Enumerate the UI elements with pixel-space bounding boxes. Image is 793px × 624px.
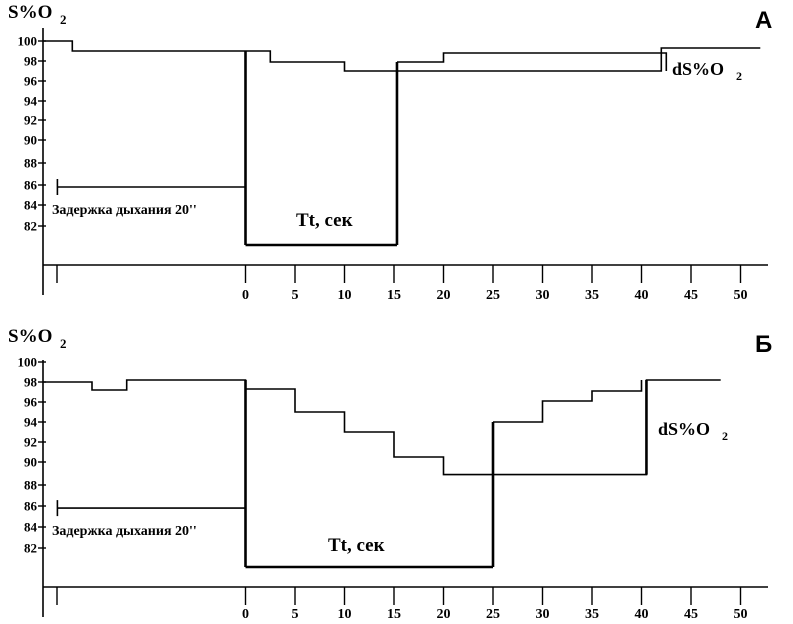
y-tick-label: 98 xyxy=(24,54,38,69)
panel-letter: А xyxy=(755,7,772,34)
y-tick-label: 82 xyxy=(24,219,37,234)
y-tick-label: 92 xyxy=(24,435,37,450)
y-tick-label: 86 xyxy=(24,178,38,193)
x-tick-label: 40 xyxy=(635,607,649,622)
x-tick-label: 30 xyxy=(536,288,550,303)
x-tick-label: 5 xyxy=(292,288,299,303)
y-tick-label: 92 xyxy=(24,113,37,128)
x-tick-label: 0 xyxy=(242,288,249,303)
y-tick-label: 90 xyxy=(24,133,37,148)
x-axis-label: Tt, сек xyxy=(328,535,385,556)
x-tick-label: 15 xyxy=(387,288,401,303)
delta-label: dS%O xyxy=(672,59,724,79)
delta-label: dS%O xyxy=(658,419,710,439)
y-tick-label: 82 xyxy=(24,541,37,556)
y-tick-label: 86 xyxy=(24,499,38,514)
delta-label-subscript: 2 xyxy=(722,429,728,443)
y-axis-label: S%O xyxy=(8,326,52,347)
y-tick-label: 94 xyxy=(24,415,38,430)
x-tick-label: 45 xyxy=(684,607,698,622)
y-tick-label: 84 xyxy=(24,520,38,535)
x-tick-label: 30 xyxy=(536,607,550,622)
x-tick-label: 5 xyxy=(292,607,299,622)
series-line-2 xyxy=(493,380,643,423)
series-line-1 xyxy=(42,40,761,72)
panel-b: Б S%O 2 100 98 96 94 92 90 88 86 84 82 0 5 10 15 20 25 30 35… xyxy=(8,326,772,622)
y-axis-label-subscript: 2 xyxy=(60,12,67,27)
panel-letter: Б xyxy=(755,331,772,358)
x-tick-label: 10 xyxy=(338,607,352,622)
x-tick-label: 15 xyxy=(387,607,401,622)
x-tick-label: 35 xyxy=(585,288,599,303)
x-tick-label: 35 xyxy=(585,607,599,622)
y-tick-label: 96 xyxy=(24,74,38,89)
x-tick-label: 10 xyxy=(338,288,352,303)
y-tick-label: 90 xyxy=(24,455,37,470)
x-tick-label: 20 xyxy=(437,288,451,303)
panel-a: А S%O 2 100 98 96 94 92 90 88 86 84 82 0 5 10 15 20 25 30 35… xyxy=(8,2,772,303)
y-axis-label-subscript: 2 xyxy=(60,336,67,351)
y-tick-label: 100 xyxy=(18,355,38,370)
breath-hold-label: Задержка дыхания 20'' xyxy=(52,524,197,539)
x-tick-label: 20 xyxy=(437,607,451,622)
y-tick-label: 88 xyxy=(24,478,38,493)
y-tick-label: 88 xyxy=(24,156,38,171)
y-tick-label: 96 xyxy=(24,395,38,410)
delta-label-subscript: 2 xyxy=(736,69,742,83)
x-tick-label: 50 xyxy=(734,288,748,303)
y-tick-label: 100 xyxy=(18,34,38,49)
x-tick-label: 45 xyxy=(684,288,698,303)
y-tick-label: 94 xyxy=(24,94,38,109)
x-tick-label: 0 xyxy=(242,607,249,622)
series-line-2 xyxy=(397,52,668,71)
y-tick-label: 84 xyxy=(24,198,38,213)
breath-hold-label: Задержка дыхания 20'' xyxy=(52,203,197,218)
y-tick-label: 98 xyxy=(24,375,38,390)
y-axis-label: S%O xyxy=(8,2,52,23)
series-line-1 xyxy=(42,379,721,476)
x-axis-label: Tt, сек xyxy=(296,210,353,231)
x-tick-label: 25 xyxy=(486,607,500,622)
x-tick-label: 25 xyxy=(486,288,500,303)
x-tick-label: 40 xyxy=(635,288,649,303)
x-tick-label: 50 xyxy=(734,607,748,622)
